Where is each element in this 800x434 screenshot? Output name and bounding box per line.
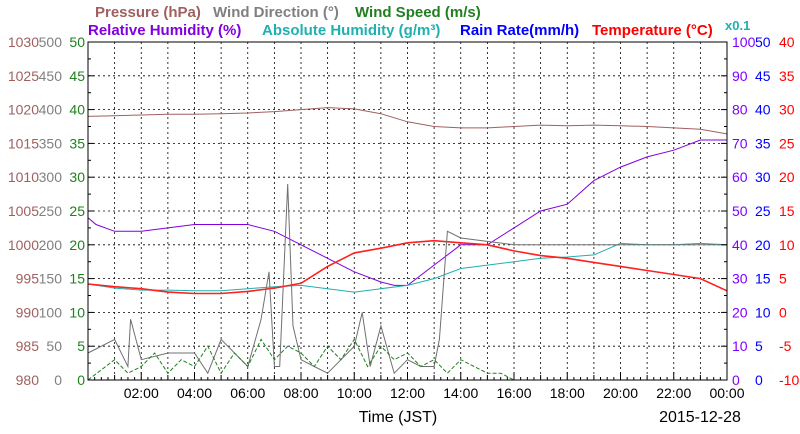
tick-label-pressure: 1010 <box>8 169 39 185</box>
tick-label-humidity: 50 <box>732 203 748 219</box>
tick-label-rain_rate: 10 <box>755 304 771 320</box>
tick-label-temperature: 40 <box>779 34 795 50</box>
tick-label-temperature: 0 <box>779 304 787 320</box>
tick-label-humidity: 80 <box>732 102 748 118</box>
legend-absolute-humidity: Absolute Humidity (g/m³) <box>262 22 440 39</box>
x-tick-label: 02:00 <box>124 385 159 401</box>
x-axis-label: Time (JST) <box>359 409 438 426</box>
tick-label-humidity: 90 <box>732 68 748 84</box>
tick-label-temperature: -10 <box>779 372 799 388</box>
series-line-pressure <box>87 107 728 135</box>
tick-label-rain_rate: 20 <box>755 237 771 253</box>
tick-label-humidity: 100 <box>732 34 756 50</box>
tick-label-pressure: 995 <box>16 271 40 287</box>
grid <box>88 42 727 380</box>
axes: 9809859909951000100510101015102010251030… <box>8 34 800 401</box>
tick-label-pressure: 1025 <box>8 68 39 84</box>
tick-label-wind_direction: 150 <box>39 271 63 287</box>
x-tick-label: 22:00 <box>656 385 691 401</box>
tick-label-wind_speed: 10 <box>69 304 85 320</box>
legend-rain-rate: Rain Rate(mm/h) <box>460 22 579 39</box>
tick-label-rain_rate: 35 <box>755 135 771 151</box>
x-tick-label: 00:00 <box>709 385 744 401</box>
tick-label-wind_speed: 45 <box>69 68 85 84</box>
x-tick-label: 10:00 <box>337 385 372 401</box>
tick-label-wind_direction: 250 <box>39 203 63 219</box>
tick-label-temperature: 25 <box>779 135 795 151</box>
tick-label-temperature: 20 <box>779 169 795 185</box>
tick-label-humidity: 40 <box>732 237 748 253</box>
legend-scale-note: x0.1 <box>725 18 750 33</box>
tick-label-temperature: 35 <box>779 68 795 84</box>
tick-label-pressure: 1000 <box>8 237 39 253</box>
series-line-ah <box>87 242 728 293</box>
tick-label-temperature: 10 <box>779 237 795 253</box>
x-tick-label: 08:00 <box>283 385 318 401</box>
tick-label-humidity: 30 <box>732 271 748 287</box>
series-line-rh <box>87 139 727 286</box>
tick-label-wind_speed: 25 <box>69 203 85 219</box>
tick-label-wind_speed: 15 <box>69 271 85 287</box>
tick-label-pressure: 980 <box>16 372 40 388</box>
series-line-temp <box>87 239 728 295</box>
series-line-wdir <box>87 183 727 375</box>
tick-label-pressure: 1020 <box>8 102 39 118</box>
tick-label-wind_speed: 0 <box>77 372 85 388</box>
legend: Pressure (hPa) Wind Direction (°) Wind S… <box>88 4 750 39</box>
legend-pressure: Pressure (hPa) <box>95 4 201 21</box>
tick-label-temperature: 30 <box>779 102 795 118</box>
tick-label-wind_direction: 350 <box>39 135 63 151</box>
tick-label-wind_direction: 200 <box>39 237 63 253</box>
tick-label-wind_speed: 35 <box>69 135 85 151</box>
tick-label-wind_direction: 100 <box>39 304 63 320</box>
tick-label-rain_rate: 15 <box>755 271 771 287</box>
tick-label-pressure: 1005 <box>8 203 39 219</box>
tick-label-wind_direction: 500 <box>39 34 63 50</box>
tick-label-temperature: 15 <box>779 203 795 219</box>
x-tick-label: 12:00 <box>390 385 425 401</box>
tick-label-humidity: 10 <box>732 338 748 354</box>
tick-label-wind_speed: 30 <box>69 169 85 185</box>
chart-date: 2015-12-28 <box>659 409 741 426</box>
x-tick-label: 04:00 <box>177 385 212 401</box>
tick-label-pressure: 985 <box>16 338 40 354</box>
tick-label-temperature: -5 <box>779 338 792 354</box>
tick-label-rain_rate: 25 <box>755 203 771 219</box>
tick-label-humidity: 60 <box>732 169 748 185</box>
x-tick-label: 16:00 <box>496 385 531 401</box>
tick-label-rain_rate: 0 <box>755 372 763 388</box>
series-line-wspd <box>87 338 727 381</box>
tick-label-rain_rate: 50 <box>755 34 771 50</box>
tick-label-humidity: 20 <box>732 304 748 320</box>
x-tick-label: 18:00 <box>550 385 585 401</box>
tick-label-temperature: 5 <box>779 271 787 287</box>
x-tick-label: 06:00 <box>230 385 265 401</box>
tick-label-pressure: 1030 <box>8 34 39 50</box>
tick-label-rain_rate: 30 <box>755 169 771 185</box>
x-tick-label: 14:00 <box>443 385 478 401</box>
tick-label-wind_speed: 40 <box>69 102 85 118</box>
tick-label-wind_speed: 5 <box>77 338 85 354</box>
tick-label-wind_direction: 300 <box>39 169 63 185</box>
legend-wind-speed: Wind Speed (m/s) <box>355 4 481 21</box>
tick-label-humidity: 70 <box>732 135 748 151</box>
tick-label-pressure: 1015 <box>8 135 39 151</box>
legend-relative-humidity: Relative Humidity (%) <box>88 22 241 39</box>
legend-temperature: Temperature (°C) <box>592 22 713 39</box>
tick-label-wind_speed: 50 <box>69 34 85 50</box>
legend-wind-direction: Wind Direction (°) <box>213 4 339 21</box>
tick-label-rain_rate: 40 <box>755 102 771 118</box>
tick-label-pressure: 990 <box>16 304 40 320</box>
x-tick-label: 20:00 <box>603 385 638 401</box>
tick-label-wind_speed: 20 <box>69 237 85 253</box>
tick-label-wind_direction: 450 <box>39 68 63 84</box>
tick-label-wind_direction: 0 <box>54 372 62 388</box>
tick-label-wind_direction: 400 <box>39 102 63 118</box>
tick-label-rain_rate: 5 <box>755 338 763 354</box>
tick-label-rain_rate: 45 <box>755 68 771 84</box>
tick-label-wind_direction: 50 <box>46 338 62 354</box>
tick-label-humidity: 0 <box>732 372 740 388</box>
